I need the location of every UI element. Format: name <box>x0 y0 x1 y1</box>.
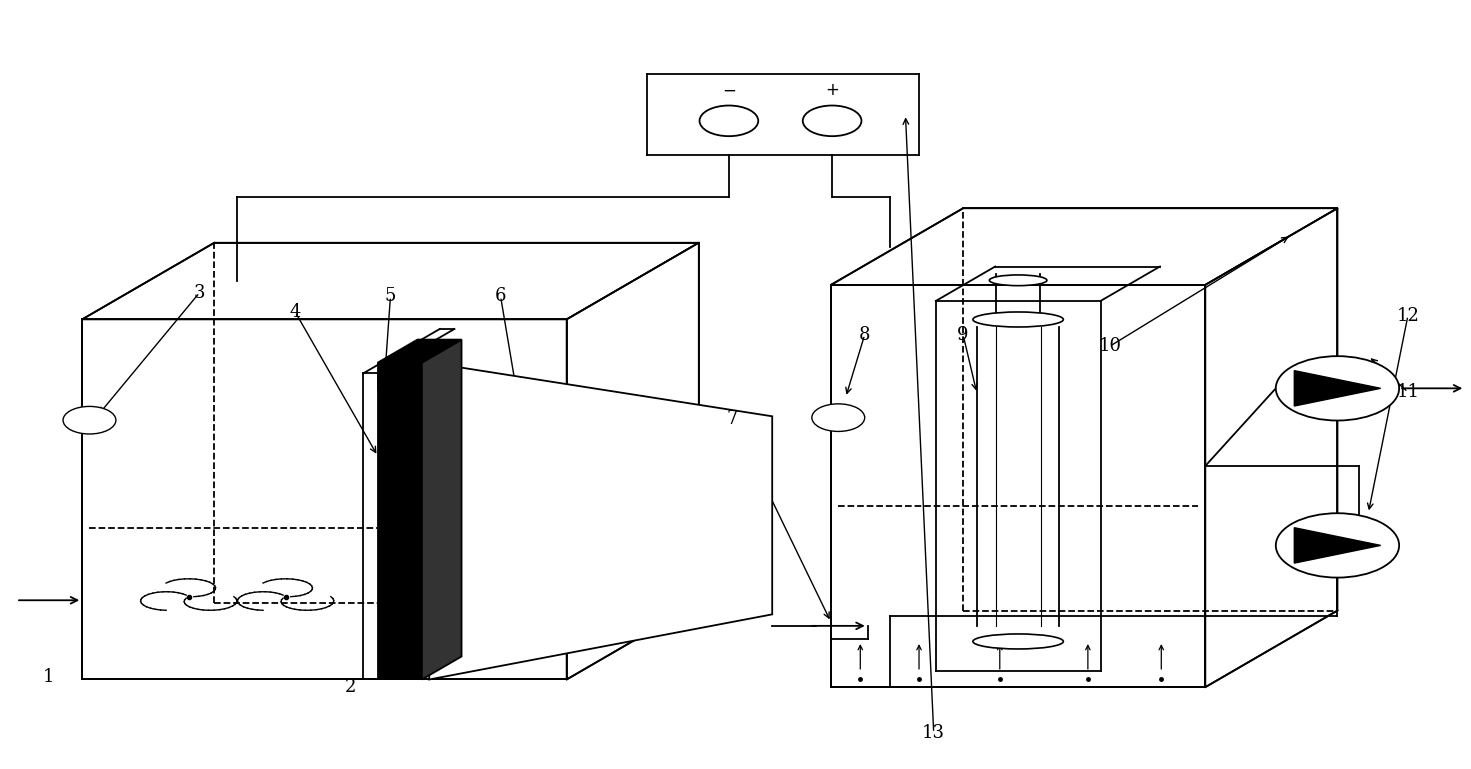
Text: 7: 7 <box>727 410 738 428</box>
Polygon shape <box>1205 208 1337 687</box>
Text: 4: 4 <box>290 303 300 321</box>
Polygon shape <box>1294 528 1381 563</box>
Polygon shape <box>82 319 566 680</box>
Polygon shape <box>831 208 1337 285</box>
Circle shape <box>812 404 865 431</box>
Polygon shape <box>82 243 699 319</box>
Text: 2: 2 <box>346 678 356 696</box>
Text: 10: 10 <box>1099 337 1121 355</box>
Ellipse shape <box>972 312 1064 327</box>
Text: 5: 5 <box>385 288 396 305</box>
Text: 3: 3 <box>194 284 206 301</box>
Text: 9: 9 <box>958 326 969 344</box>
Text: $+$: $+$ <box>825 82 838 98</box>
Polygon shape <box>831 285 1205 687</box>
Polygon shape <box>430 363 772 680</box>
Polygon shape <box>1294 371 1381 406</box>
Text: $-$: $-$ <box>722 82 736 98</box>
Circle shape <box>1275 356 1399 421</box>
Text: 11: 11 <box>1396 383 1420 401</box>
Ellipse shape <box>972 634 1064 649</box>
Circle shape <box>803 105 862 136</box>
Text: 13: 13 <box>922 724 946 742</box>
Circle shape <box>1275 513 1399 578</box>
Text: 1: 1 <box>43 668 54 686</box>
Polygon shape <box>422 340 462 680</box>
Text: 8: 8 <box>859 326 871 344</box>
Circle shape <box>700 105 758 136</box>
Text: 6: 6 <box>494 288 506 305</box>
Text: 12: 12 <box>1396 307 1420 325</box>
Polygon shape <box>378 340 462 363</box>
Ellipse shape <box>990 275 1047 285</box>
Circle shape <box>63 406 116 434</box>
Polygon shape <box>378 363 422 680</box>
Polygon shape <box>566 243 699 680</box>
